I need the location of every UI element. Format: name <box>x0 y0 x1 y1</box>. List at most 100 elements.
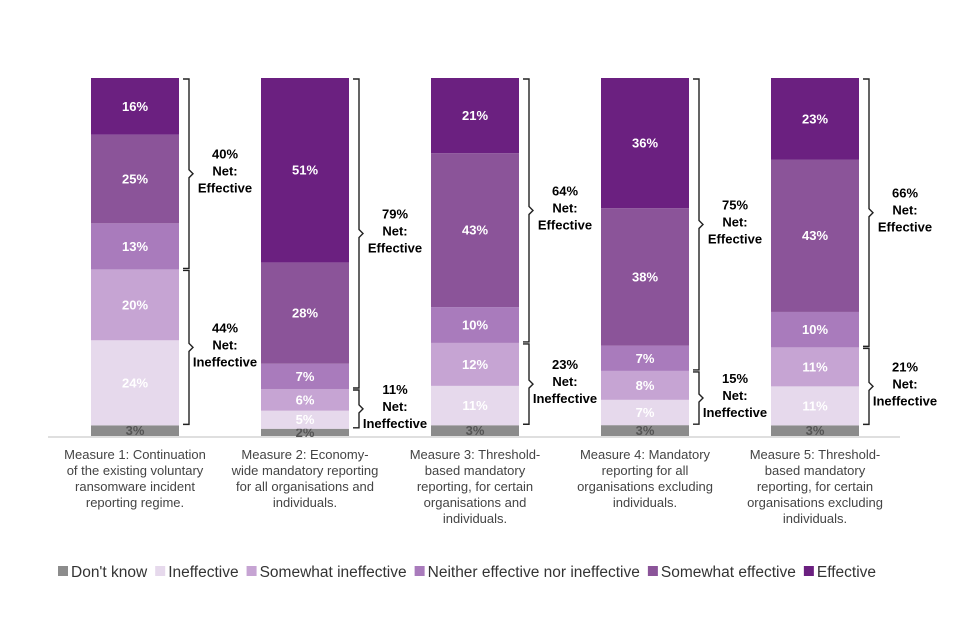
net-effective-pct-5: 66% <box>892 186 918 201</box>
bar-segment-5-3 <box>771 347 859 387</box>
legend-label-1: Don't know <box>71 564 148 581</box>
segment-label-3-5: 43% <box>462 223 488 238</box>
net-effective-text-4: Effective <box>708 231 762 246</box>
bar-segment-5-5 <box>771 159 859 312</box>
segment-label-5-3: 11% <box>802 359 828 374</box>
net-effective-bracket-5 <box>863 78 874 348</box>
category-label-4-line-1: Measure 4: Mandatory <box>580 447 711 462</box>
bar-segment-1-4 <box>91 223 179 270</box>
net-effective-pct-4: 75% <box>722 197 748 212</box>
bar-segment-1-5 <box>91 134 179 224</box>
net-effective-bracket-2 <box>353 78 364 389</box>
category-label-4-line-3: organisations excluding <box>577 479 713 494</box>
category-label-4-line-4: individuals. <box>613 495 677 510</box>
bar-segment-1-2 <box>91 340 179 426</box>
bar-segment-1-1 <box>91 425 179 436</box>
segment-label-2-6: 51% <box>292 163 318 178</box>
net-effective-text-1: Effective <box>198 181 252 196</box>
net-ineffective-bracket-3 <box>523 343 534 425</box>
segment-label-3-2: 11% <box>462 398 488 413</box>
bar-segment-1-6 <box>91 78 179 135</box>
category-label-1-line-3: ransomware incident <box>75 479 195 494</box>
bar-segment-2-2 <box>261 410 349 429</box>
segment-label-3-1: 3% <box>466 423 485 438</box>
segment-label-4-6: 36% <box>632 136 658 151</box>
net-effective-bracket-1 <box>183 78 194 270</box>
net-effective-text-2: Effective <box>368 240 422 255</box>
net-ineffective-pct-4: 15% <box>722 371 748 386</box>
bar-segment-3-3 <box>431 342 519 386</box>
net-effective-net-3: Net: <box>552 200 577 215</box>
segment-label-3-4: 10% <box>462 318 488 333</box>
segment-label-1-1: 3% <box>126 423 145 438</box>
category-label-5-line-5: individuals. <box>783 511 847 526</box>
category-label-3-line-5: individuals. <box>443 511 507 526</box>
segment-label-1-2: 24% <box>122 375 148 390</box>
net-ineffective-pct-1: 44% <box>212 320 238 335</box>
category-label-3-line-1: Measure 3: Threshold- <box>410 447 541 462</box>
segment-label-4-3: 8% <box>636 378 655 393</box>
segment-label-1-5: 25% <box>122 172 148 187</box>
bar-segment-4-2 <box>601 399 689 426</box>
segment-label-1-3: 20% <box>122 297 148 312</box>
net-effective-net-4: Net: <box>722 214 747 229</box>
category-label-2-line-1: Measure 2: Economy- <box>241 447 368 462</box>
bar-segment-3-2 <box>431 385 519 426</box>
legend-swatch-3 <box>246 566 257 576</box>
segment-label-4-5: 38% <box>632 269 658 284</box>
net-ineffective-text-3: Ineffective <box>533 391 597 406</box>
segment-label-2-4: 7% <box>296 369 315 384</box>
bar-segment-2-1 <box>261 428 349 436</box>
category-label-5-line-3: reporting, for certain <box>757 479 873 494</box>
net-effective-pct-1: 40% <box>212 147 238 162</box>
category-label-5-line-4: organisations excluding <box>747 495 883 510</box>
legend-label-2: Ineffective <box>168 564 238 581</box>
category-label-5-line-2: based mandatory <box>765 463 866 478</box>
category-label-5-line-1: Measure 5: Threshold- <box>750 447 881 462</box>
net-ineffective-text-4: Ineffective <box>703 405 767 420</box>
category-label-1-line-2: of the existing voluntary <box>67 463 204 478</box>
net-ineffective-bracket-1 <box>183 269 194 426</box>
net-ineffective-text-5: Ineffective <box>873 393 937 408</box>
bar-segment-5-4 <box>771 311 859 348</box>
net-ineffective-bracket-4 <box>693 371 704 425</box>
bar-segment-4-1 <box>601 425 689 436</box>
category-label-2-line-3: for all organisations and <box>236 479 374 494</box>
segment-label-5-1: 3% <box>806 423 825 438</box>
category-label-3-line-3: reporting, for certain <box>417 479 533 494</box>
net-effective-bracket-3 <box>523 78 534 343</box>
legend-swatch-1 <box>58 566 68 576</box>
net-effective-pct-2: 79% <box>382 206 408 221</box>
segment-label-4-4: 7% <box>636 351 655 366</box>
segment-label-1-6: 16% <box>122 99 148 114</box>
segment-label-2-2: 5% <box>296 412 315 427</box>
segment-label-5-2: 11% <box>802 398 828 413</box>
category-label-4-line-2: reporting for all <box>602 463 689 478</box>
bar-segment-2-5 <box>261 262 349 364</box>
net-ineffective-net-2: Net: <box>382 399 407 414</box>
segment-label-5-4: 10% <box>802 322 828 337</box>
bar-segment-4-3 <box>601 370 689 400</box>
net-ineffective-net-3: Net: <box>552 374 577 389</box>
legend-label-5: Somewhat effective <box>661 564 796 581</box>
bar-segment-4-6 <box>601 78 689 209</box>
segment-label-3-3: 12% <box>462 357 488 372</box>
net-effective-text-3: Effective <box>538 217 592 232</box>
legend-swatch-6 <box>803 566 814 576</box>
net-ineffective-net-4: Net: <box>722 388 747 403</box>
bar-segment-2-4 <box>261 363 349 389</box>
net-effective-pct-3: 64% <box>552 183 578 198</box>
net-ineffective-bracket-2 <box>353 389 364 429</box>
bar-segment-1-3 <box>91 269 179 341</box>
net-effective-net-1: Net: <box>212 164 237 179</box>
bar-segment-3-1 <box>431 425 519 436</box>
segment-label-3-6: 21% <box>462 108 488 123</box>
segment-label-2-5: 28% <box>292 306 318 321</box>
segment-label-4-1: 3% <box>636 423 655 438</box>
bar-segment-5-2 <box>771 386 859 426</box>
legend-swatch-4 <box>414 566 425 576</box>
bar-segment-3-6 <box>431 78 519 154</box>
legend-label-4: Neither effective nor ineffective <box>428 564 640 581</box>
bar-segment-5-6 <box>771 78 859 160</box>
